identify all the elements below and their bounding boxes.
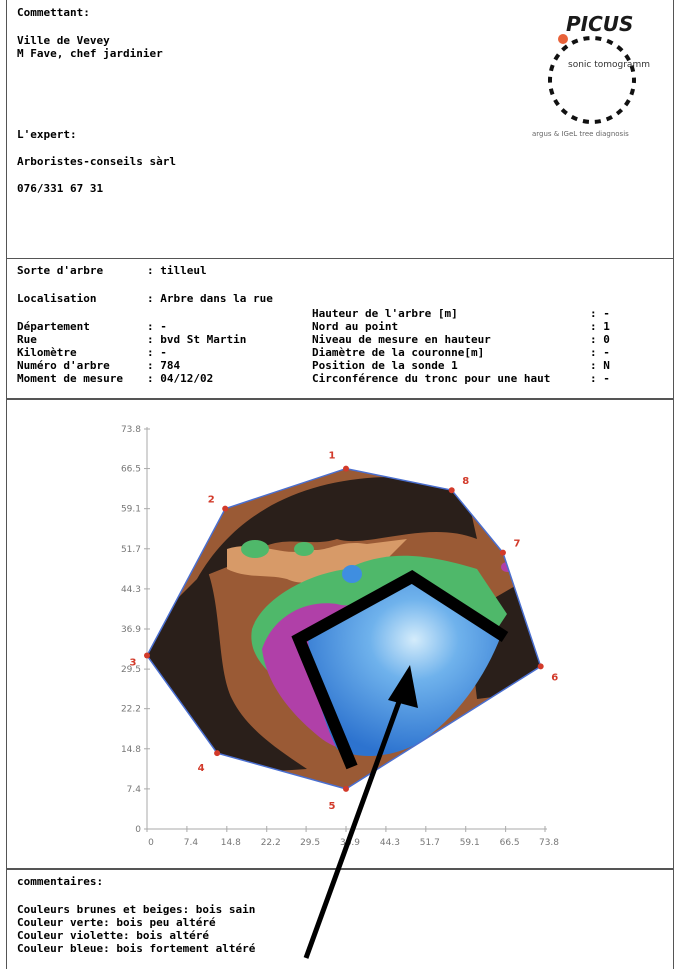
tree-detail-label: Nord au point [312,320,399,333]
y-tick-label: 51.7 [121,545,141,555]
y-tick-label: 7.4 [127,785,142,795]
tree-detail-value: : - [147,346,167,359]
tomogram-section: 73.8 66.5 59.1 51.7 44.3 36.9 29.5 22.2 14.8 7.4 0… [6,398,674,870]
expert-label: L'expert: [17,128,77,141]
tree-detail-value: : 1 [590,320,610,333]
tree-detail-label: Hauteur de l'arbre [m] [312,307,458,320]
sensor-label: 4 [198,763,205,774]
sensor-dot [537,663,544,670]
tree-detail-value: : 04/12/02 [147,372,214,385]
arrow-head-icon [388,665,418,708]
logo-circle-icon [548,34,672,124]
sensor-label: 8 [462,476,469,487]
sensor-dot [343,465,349,472]
x-tick-label: 14.8 [221,838,241,848]
logo-subtitle: sonic tomogramm [568,60,650,70]
sensor-dot [448,487,455,494]
header-section: Commettant: Ville de Vevey M Fave, chef … [6,0,674,259]
location-label: Localisation [17,292,97,305]
tree-detail-value: : N [590,359,610,372]
tree-detail-label: Diamètre de la couronne[m] [312,346,485,359]
y-tick-label: 73.8 [121,425,141,435]
species-label: Sorte d'arbre [17,264,104,277]
x-tick-label: 0 [148,838,154,848]
tree-detail-value: : - [590,307,610,320]
y-tick-label: 0 [135,825,141,835]
comment-line: Couleur violette: bois altéré [17,929,210,942]
client-contact: M Fave, chef jardinier [17,47,163,60]
x-tick-label: 59.1 [460,838,480,848]
tree-detail-label: Moment de mesure [17,372,123,385]
x-tick-label: 66.5 [500,838,520,848]
logo-title: PICUS [566,12,634,36]
expert-phone: 076/331 67 31 [17,182,104,195]
sensor-label: 3 [130,658,137,669]
x-tick-label: 7.4 [184,838,199,848]
location-value: : Arbre dans la rue [147,292,273,305]
logo-tagline: argus & IGeL tree diagnosis [532,130,629,138]
species-value: : tilleul [147,264,207,277]
client-name: Ville de Vevey [17,34,110,47]
tree-detail-label: Département [17,320,90,333]
arrow-shaft [303,687,407,959]
tree-detail-label: Circonférence du tronc pour une haut [312,372,551,385]
sensor-dot [343,785,349,792]
y-tick-label: 66.5 [121,465,141,475]
expert-name: Arboristes-conseils sàrl [17,155,176,168]
logo-dot-icon [558,34,568,44]
sensor-label: 7 [513,539,520,550]
sensor-dot [214,750,221,757]
sensor-dot [499,549,506,556]
tree-detail-label: Niveau de mesure en hauteur [312,333,491,346]
comments-label: commentaires: [17,875,104,888]
x-tick-label: 51.7 [420,838,440,848]
y-tick-label: 59.1 [121,505,141,515]
comment-line: Couleur bleue: bois fortement altéré [17,942,256,955]
y-tick-label: 44.3 [121,585,141,595]
sensor-label: 1 [329,451,336,462]
tree-detail-value: : 784 [147,359,181,372]
tree-detail-value: : - [147,320,167,333]
annotation-bracket [291,570,509,770]
sensor-dot [222,505,229,512]
tree-detail-value: : - [590,346,610,359]
sensor-label: 6 [551,672,558,683]
tree-detail-value: : bvd St Martin [147,333,247,346]
x-tick-label: 73.8 [539,838,559,848]
y-tick-label: 36.9 [121,625,141,635]
y-tick-label: 14.8 [121,745,141,755]
tree-info-section: Sorte d'arbre : tilleul Localisation : A… [6,258,674,400]
tree-detail-label: Numéro d'arbre [17,359,110,372]
x-tick-label: 44.3 [380,838,400,848]
tree-detail-label: Rue [17,333,37,346]
sensor-label: 5 [329,801,336,812]
x-tick-label: 22.2 [261,838,281,848]
comment-line: Couleur verte: bois peu altéré [17,916,216,929]
client-label: Commettant: [17,6,90,19]
tree-detail-value: : 0 [590,333,610,346]
tree-detail-label: Kilomètre [17,346,77,359]
x-tick-label: 29.5 [300,838,320,848]
picus-logo: PICUS sonic tomogramm argus & IGeL tree … [532,8,672,143]
tomogram-chart: 73.8 66.5 59.1 51.7 44.3 36.9 29.5 22.2 14.8 7.4 0… [121,425,559,848]
tree-detail-value: : - [590,372,610,385]
comments-section: commentaires: Couleurs brunes et beiges:… [6,868,674,969]
y-tick-label: 29.5 [121,665,141,675]
tree-detail-label: Position de la sonde 1 [312,359,458,372]
sensor-label: 2 [208,495,215,506]
comment-line: Couleurs brunes et beiges: bois sain [17,903,256,916]
sensor-dot [144,652,150,659]
y-tick-label: 22.2 [121,705,141,715]
sensor-markers: 1 2 3 4 5 6 7 8 [130,451,559,812]
